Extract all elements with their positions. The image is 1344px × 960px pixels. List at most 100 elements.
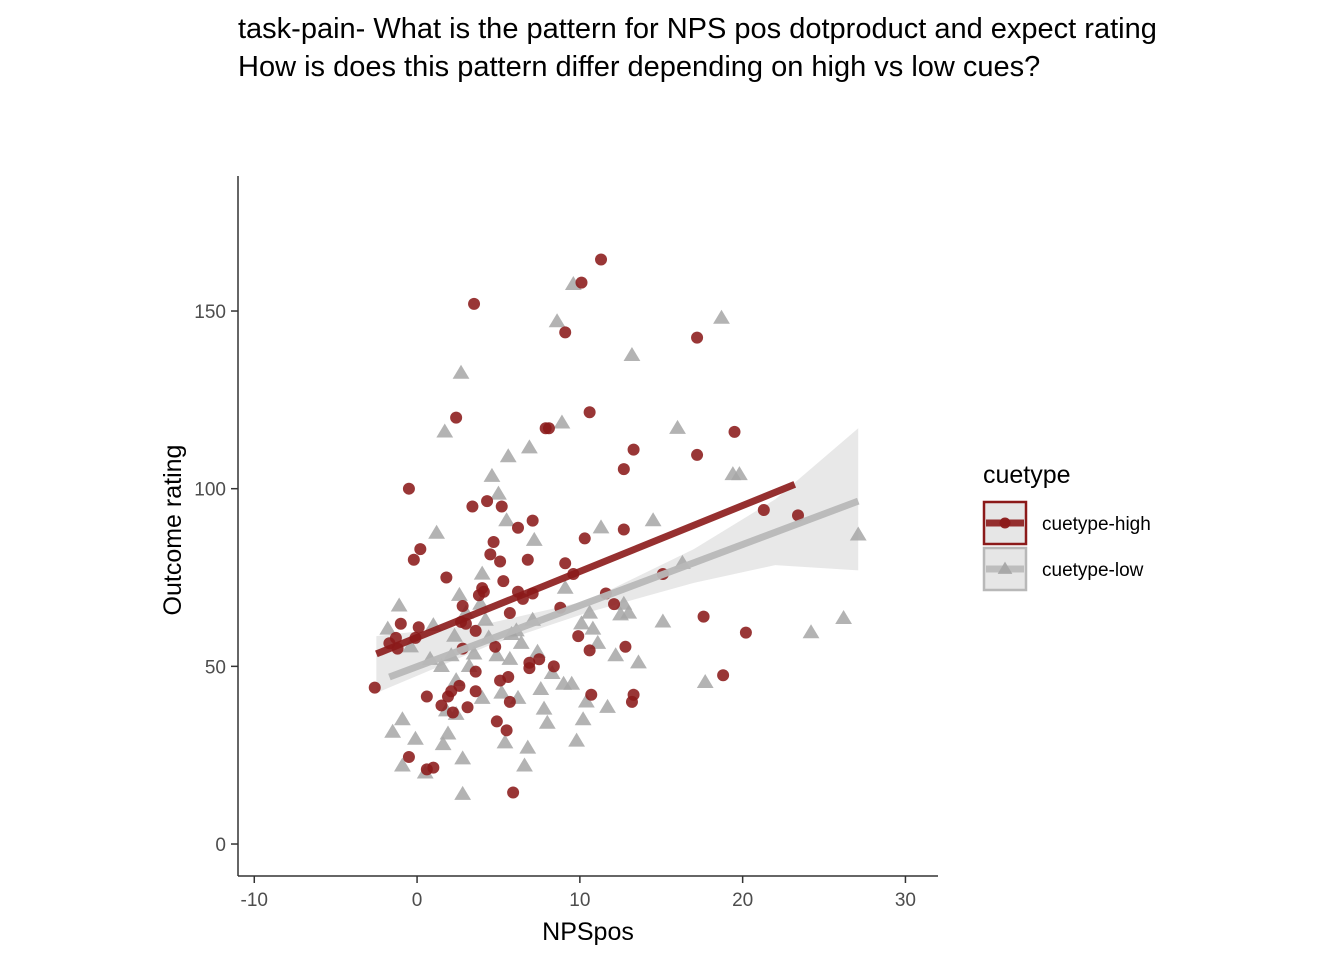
y-tick-label: 50	[205, 657, 226, 678]
point-cuetype-low	[390, 597, 408, 612]
point-cuetype-low	[669, 419, 686, 434]
point-cuetype-high	[407, 553, 420, 566]
point-cuetype-high	[627, 688, 640, 701]
point-cuetype-high	[456, 599, 469, 612]
point-cuetype-low	[452, 364, 470, 379]
point-cuetype-low	[516, 757, 533, 772]
point-cuetype-low	[713, 309, 730, 324]
point-cuetype-high	[526, 514, 539, 527]
x-tick-label: 30	[895, 890, 916, 911]
point-cuetype-low	[835, 609, 852, 624]
point-cuetype-low	[454, 750, 472, 765]
point-cuetype-high	[757, 504, 770, 517]
point-cuetype-low	[553, 414, 571, 429]
point-cuetype-high	[389, 631, 402, 644]
point-cuetype-high	[533, 653, 546, 666]
y-tick-label: 150	[194, 302, 226, 323]
point-cuetype-low	[654, 613, 672, 628]
trend-line-cuetype-high	[375, 481, 797, 658]
point-cuetype-high	[691, 448, 704, 461]
point-cuetype-high	[578, 532, 591, 545]
point-cuetype-low	[535, 700, 553, 715]
point-cuetype-high	[583, 406, 596, 419]
point-cuetype-low	[512, 634, 530, 649]
point-cuetype-low	[477, 611, 494, 626]
point-cuetype-high	[691, 331, 704, 344]
point-cuetype-high	[608, 598, 621, 611]
point-cuetype-high	[402, 482, 415, 495]
point-cuetype-low	[384, 723, 402, 738]
point-cuetype-high	[575, 276, 588, 289]
point-cuetype-low	[519, 739, 537, 754]
point-cuetype-high	[583, 644, 596, 657]
point-cuetype-high	[503, 607, 516, 620]
point-cuetype-low	[473, 565, 491, 580]
point-cuetype-high	[469, 685, 482, 698]
y-tick-label: 100	[194, 480, 226, 501]
point-cuetype-low	[433, 657, 450, 672]
point-cuetype-high	[495, 500, 508, 513]
point-cuetype-low	[454, 785, 472, 800]
point-cuetype-low	[473, 689, 491, 704]
point-cuetype-low	[379, 620, 397, 635]
y-axis-title: Outcome rating	[159, 445, 187, 616]
point-cuetype-low	[446, 627, 463, 642]
point-cuetype-low	[407, 730, 424, 745]
point-cuetype-low	[581, 604, 599, 619]
point-cuetype-low	[696, 673, 714, 688]
point-cuetype-high	[450, 411, 463, 424]
point-cuetype-high	[717, 669, 730, 682]
legend-marker	[997, 561, 1013, 574]
point-cuetype-low	[730, 466, 748, 481]
axes-layer	[237, 176, 938, 877]
point-cuetype-low	[532, 681, 550, 696]
point-cuetype-low	[802, 624, 820, 639]
chart-title-line-2: How is does this pattern differ dependin…	[238, 51, 1041, 83]
point-cuetype-high	[484, 548, 497, 561]
point-cuetype-high	[466, 500, 479, 513]
point-cuetype-high	[368, 681, 381, 694]
point-cuetype-high	[502, 671, 515, 684]
point-cuetype-low	[548, 313, 566, 328]
point-cuetype-high	[521, 553, 534, 566]
point-cuetype-low	[592, 519, 610, 534]
point-cuetype-high	[469, 624, 482, 637]
point-cuetype-low	[538, 714, 556, 729]
point-cuetype-low	[556, 579, 574, 594]
trend-line-cuetype-low	[388, 497, 860, 681]
point-cuetype-low	[589, 634, 607, 649]
point-cuetype-low	[623, 347, 641, 362]
chart-title: task-pain- What is the pattern for NPS p…	[238, 10, 1344, 86]
point-cuetype-high	[542, 422, 555, 435]
point-cuetype-high	[487, 535, 500, 548]
point-cuetype-low	[496, 734, 514, 749]
point-cuetype-high	[559, 557, 572, 570]
point-cuetype-high	[503, 695, 516, 708]
point-cuetype-high	[477, 585, 490, 598]
point-cuetype-high	[440, 571, 453, 584]
point-cuetype-high	[446, 706, 459, 719]
point-cuetype-high	[453, 679, 466, 692]
confidence-band	[376, 428, 859, 694]
point-cuetype-low	[620, 604, 638, 619]
point-cuetype-high	[507, 786, 520, 799]
point-cuetype-high	[523, 662, 536, 675]
point-cuetype-high	[559, 326, 572, 339]
point-cuetype-high	[697, 610, 710, 623]
point-cuetype-low	[465, 645, 483, 660]
point-cuetype-low	[450, 586, 468, 601]
trend-lines-layer	[375, 481, 860, 681]
point-cuetype-low	[498, 512, 516, 527]
legend-title: cuetype	[983, 461, 1071, 489]
point-cuetype-high	[469, 665, 482, 678]
point-cuetype-high	[435, 699, 448, 712]
point-cuetype-high	[728, 425, 741, 438]
point-cuetype-low	[568, 732, 586, 747]
point-cuetype-high	[595, 253, 608, 266]
legend-label: cuetype-high	[1042, 514, 1151, 535]
point-cuetype-high	[414, 543, 427, 556]
point-cuetype-high	[547, 660, 560, 673]
point-cuetype-high	[617, 523, 630, 536]
point-cuetype-high	[512, 521, 524, 534]
